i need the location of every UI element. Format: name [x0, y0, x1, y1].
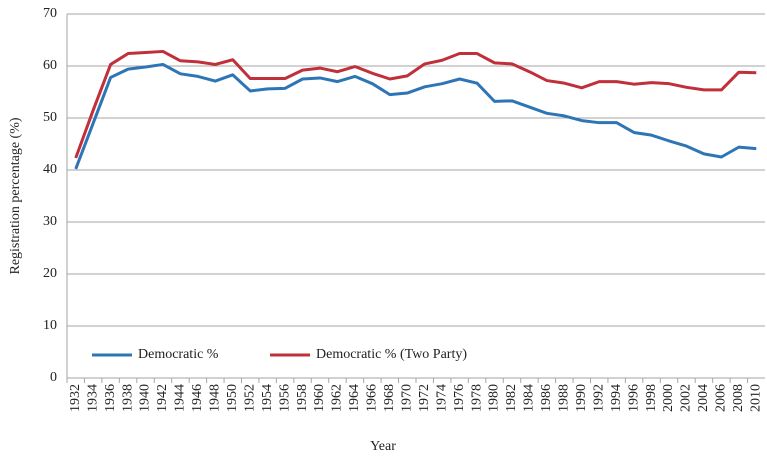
- x-tick-label: 1966: [365, 384, 380, 412]
- x-tick-label: 1940: [138, 384, 153, 412]
- legend-label: Democratic %: [138, 347, 219, 362]
- x-tick-label: 1944: [173, 384, 188, 412]
- x-tick-label: 1960: [312, 384, 327, 412]
- x-tick-label: 1938: [120, 384, 135, 412]
- y-tick-label: 60: [43, 58, 57, 73]
- y-tick-label: 40: [43, 162, 57, 177]
- x-tick-label: 2000: [661, 384, 676, 412]
- x-tick-label: 1932: [68, 384, 83, 412]
- x-tick-label: 1990: [574, 384, 589, 412]
- x-tick-label: 1988: [557, 384, 572, 412]
- y-tick-label: 0: [50, 370, 57, 385]
- x-tick-label: 1970: [399, 384, 414, 412]
- y-axis-label: Registration percentage (%): [8, 117, 23, 274]
- line-series: [74, 49, 757, 159]
- y-tick-label: 70: [43, 6, 57, 21]
- x-tick-label: 2004: [696, 384, 711, 412]
- x-tick-label: 1978: [469, 384, 484, 412]
- x-tick-label: 1974: [434, 384, 449, 412]
- y-tick-label: 50: [43, 110, 57, 125]
- x-tick-label: 1946: [190, 384, 205, 412]
- x-tick-label: 1972: [417, 384, 432, 412]
- x-tick-label: 1962: [330, 384, 345, 412]
- x-tick-label: 1942: [155, 384, 170, 412]
- x-axis-label: Year: [370, 439, 396, 454]
- x-tick-label: 1982: [504, 384, 519, 412]
- x-tick-label: 1958: [295, 384, 310, 412]
- y-tick-label: 30: [43, 214, 57, 229]
- x-tick-label: 1968: [382, 384, 397, 412]
- x-tick-label: 1980: [487, 384, 502, 412]
- x-tick-label: 2010: [748, 384, 763, 412]
- x-tick-label: 1986: [539, 384, 554, 412]
- x-tick-label: 1992: [591, 384, 606, 412]
- x-tick-label: 1956: [277, 384, 292, 412]
- x-tick-label: 1994: [609, 384, 624, 412]
- x-tick-label: 1976: [452, 384, 467, 412]
- x-tick-label: 1996: [626, 384, 641, 412]
- legend-label: Democratic % (Two Party): [316, 347, 467, 362]
- x-tick-label: 1964: [347, 384, 362, 412]
- x-tick-label: 1950: [225, 384, 240, 412]
- x-tick-label: 1948: [208, 384, 223, 412]
- line-series: [74, 62, 757, 170]
- x-tick-label: 1952: [242, 384, 257, 412]
- x-tick-label: 1984: [522, 384, 537, 412]
- x-tick-label: 2006: [714, 384, 729, 412]
- x-tick-label: 2008: [731, 384, 746, 412]
- x-tick-label: 2002: [679, 384, 694, 412]
- x-tick-label: 1936: [103, 384, 118, 412]
- y-tick-label: 20: [43, 266, 57, 281]
- x-tick-label: 1954: [260, 384, 275, 412]
- x-tick-label: 1934: [85, 384, 100, 412]
- x-tick-label: 1998: [644, 384, 659, 412]
- y-tick-label: 10: [43, 318, 57, 333]
